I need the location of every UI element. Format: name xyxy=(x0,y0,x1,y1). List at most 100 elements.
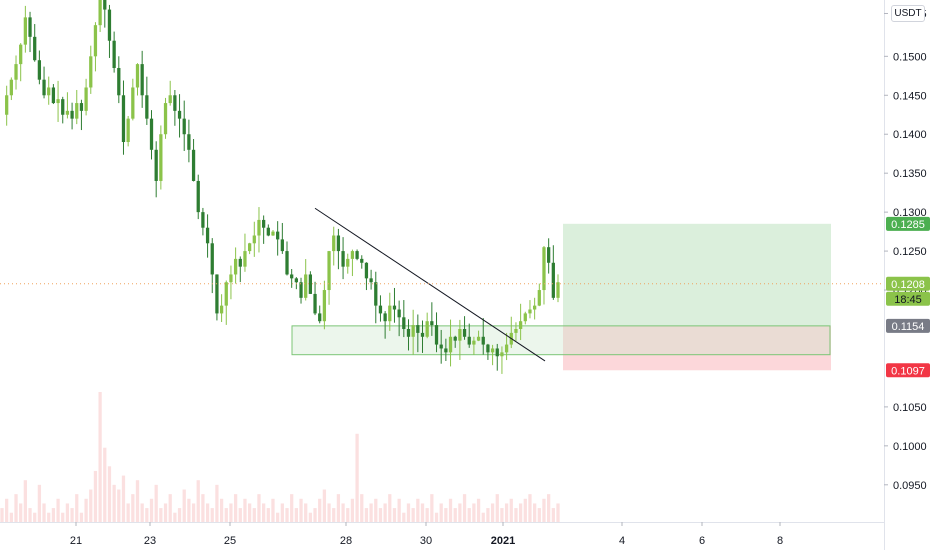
candle-body xyxy=(28,17,32,37)
volume-bar xyxy=(537,508,541,522)
candle-body xyxy=(191,149,196,181)
volume-bar xyxy=(5,498,9,522)
volume-bar xyxy=(476,498,481,522)
candle-body xyxy=(341,251,345,267)
candle xyxy=(397,300,401,337)
volume-bar xyxy=(247,503,252,522)
candle-body xyxy=(243,251,247,267)
volume-bar xyxy=(61,512,65,522)
candle-body xyxy=(107,9,112,41)
volume-bar xyxy=(313,508,317,522)
y-tick-label: 0.0950 xyxy=(893,480,927,492)
volume-bars xyxy=(0,392,560,522)
candle-body xyxy=(229,274,233,283)
candle xyxy=(163,97,168,139)
candle xyxy=(537,283,541,307)
volume-bar xyxy=(9,512,13,522)
candle xyxy=(238,256,242,283)
candle-body xyxy=(56,99,60,104)
candle-body xyxy=(439,344,443,349)
candle-body xyxy=(322,290,327,322)
candle-body xyxy=(369,278,373,283)
candle-body xyxy=(51,87,56,104)
volume-bar xyxy=(229,503,233,522)
volume-bar xyxy=(481,512,485,522)
volume-bar xyxy=(196,480,200,522)
currency-button[interactable]: USDT xyxy=(891,5,925,22)
volume-bar xyxy=(299,498,303,522)
volume-bar xyxy=(93,470,98,522)
volume-bar xyxy=(533,503,537,522)
candle-body xyxy=(210,243,214,275)
candle-body xyxy=(486,344,490,353)
volume-bar xyxy=(355,433,359,522)
candle xyxy=(173,90,177,126)
volume-bar xyxy=(201,494,205,522)
candle-body xyxy=(397,309,401,318)
volume-bar xyxy=(360,494,364,522)
x-tick-label: 8 xyxy=(777,535,783,547)
trendline xyxy=(314,207,546,362)
candle-body xyxy=(65,110,70,115)
candle xyxy=(9,77,13,101)
candle-body xyxy=(434,325,439,345)
volume-bar xyxy=(392,508,397,522)
volume-bar xyxy=(364,508,369,522)
volume-bar xyxy=(290,494,294,522)
candle xyxy=(495,343,499,371)
volume-bar xyxy=(168,494,172,522)
candle-body xyxy=(294,278,298,283)
volume-bar xyxy=(47,512,51,522)
candle-body xyxy=(392,305,397,310)
candle xyxy=(299,277,303,304)
volume-bar xyxy=(514,508,518,522)
candle xyxy=(201,207,205,236)
candle xyxy=(51,84,56,105)
candle xyxy=(131,78,135,121)
price-labels: 0.1285 0.1208 18:45 0.1154 0.1097 xyxy=(886,216,930,378)
candle-body xyxy=(266,227,270,236)
candle-body xyxy=(299,282,303,298)
candle xyxy=(336,228,341,270)
candle-body xyxy=(23,17,27,45)
volume-bar xyxy=(140,503,144,522)
price-label-text: 0.1285 xyxy=(891,219,925,231)
volume-bar xyxy=(33,512,37,522)
candle-body xyxy=(332,235,336,252)
x-tick-label: 21 xyxy=(70,535,82,547)
candle xyxy=(224,280,228,325)
candle-body xyxy=(518,321,523,329)
candle xyxy=(243,233,247,272)
volume-bar xyxy=(416,498,420,522)
candle xyxy=(47,76,51,105)
candle xyxy=(168,80,172,106)
x-tick-label: 28 xyxy=(340,535,352,547)
candle xyxy=(458,319,462,360)
volume-bar xyxy=(177,508,182,522)
volume-bar xyxy=(276,512,280,522)
price-label: 0.1208 18:45 xyxy=(886,276,930,306)
candle xyxy=(112,31,116,73)
volume-bar xyxy=(182,489,186,522)
drawings xyxy=(0,207,884,362)
volume-bar xyxy=(149,498,154,522)
candle xyxy=(542,246,546,305)
candle-body xyxy=(247,243,252,252)
volume-bar xyxy=(322,489,327,522)
candle xyxy=(93,22,98,72)
candle xyxy=(444,338,448,362)
candle-body xyxy=(159,134,163,181)
candle xyxy=(191,139,196,182)
volume-bar xyxy=(318,498,322,522)
candle xyxy=(327,250,331,305)
volume-bar xyxy=(434,512,439,522)
price-label-bg xyxy=(886,318,930,333)
volume-bar xyxy=(70,508,74,522)
candle-body xyxy=(126,118,130,143)
candle-body xyxy=(402,317,406,329)
countdown-text: 18:45 xyxy=(894,294,922,306)
candle xyxy=(547,238,551,274)
x-tick-label: 2021 xyxy=(491,535,515,547)
